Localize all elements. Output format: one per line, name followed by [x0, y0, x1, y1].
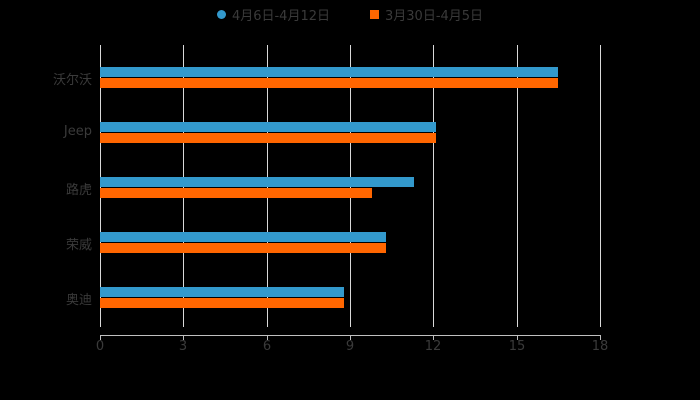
x-tick-label: 0: [95, 339, 105, 354]
axis-tick: [600, 335, 601, 340]
x-tick-label: 15: [508, 339, 526, 354]
x-tick-label: 12: [424, 339, 442, 354]
axis-tick: [100, 335, 101, 340]
legend-item-series-1[interactable]: 4月6日-4月12日: [216, 4, 330, 24]
axis-tick: [517, 335, 518, 340]
legend-label: 4月6日-4月12日: [231, 8, 330, 24]
y-category-label: 荣威: [65, 238, 92, 253]
gridline: [517, 45, 518, 327]
bar-series-2[interactable]: [100, 78, 558, 88]
bar-series-1[interactable]: [100, 67, 558, 77]
axis-tick: [433, 335, 434, 340]
bar-series-1[interactable]: [100, 232, 386, 242]
chart-legend: 4月6日-4月12日 3月30日-4月5日: [0, 4, 700, 24]
bar-series-1[interactable]: [100, 287, 344, 297]
legend-label: 3月30日-4月5日: [385, 8, 484, 24]
x-tick-label: 9: [345, 339, 355, 354]
bar-series-2[interactable]: [100, 243, 386, 253]
y-category-label: Jeep: [63, 124, 92, 139]
axis-tick: [350, 335, 351, 340]
y-category-label: 路虎: [65, 183, 92, 198]
y-category-label: 沃尔沃: [52, 73, 92, 88]
legend-circle-icon: [216, 9, 226, 19]
y-category-label: 奥迪: [65, 293, 92, 308]
legend-square-icon: [370, 9, 379, 19]
bar-series-1[interactable]: [100, 177, 414, 187]
bar-series-2[interactable]: [100, 298, 344, 308]
gridline: [600, 45, 601, 327]
bar-series-2[interactable]: [100, 133, 436, 143]
x-axis-line: [100, 335, 600, 336]
x-tick-label: 3: [178, 339, 188, 354]
x-tick-label: 6: [262, 339, 272, 354]
bar-series-2[interactable]: [100, 188, 372, 198]
gridline: [433, 45, 434, 327]
axis-tick: [183, 335, 184, 340]
legend-item-series-2[interactable]: 3月30日-4月5日: [370, 4, 483, 24]
axis-tick: [267, 335, 268, 340]
bar-series-1[interactable]: [100, 122, 436, 132]
x-tick-label: 18: [591, 339, 609, 354]
